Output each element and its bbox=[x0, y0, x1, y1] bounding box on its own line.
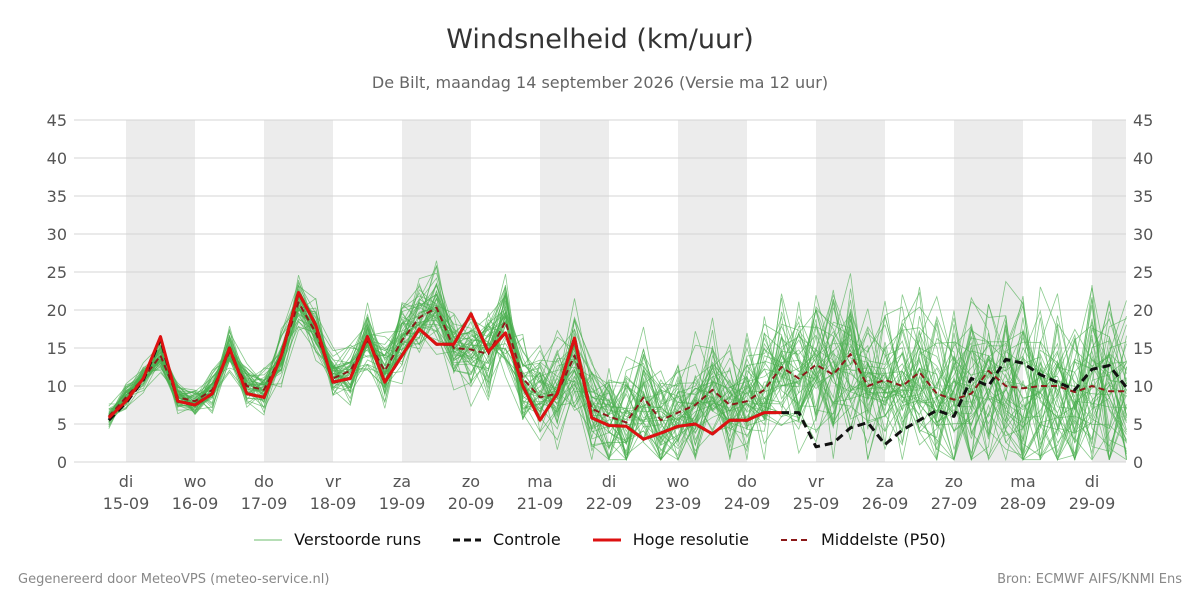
y-tick-label-right: 30 bbox=[1133, 225, 1153, 244]
legend-label-perturbed-runs: Verstoorde runs bbox=[294, 530, 422, 549]
x-tick-day: wo bbox=[667, 472, 690, 491]
y-tick-label-left: 40 bbox=[47, 149, 67, 168]
x-tick-day: vr bbox=[808, 472, 824, 491]
x-tick-date: 17-09 bbox=[241, 494, 288, 513]
chart-title: Windsnelheid (km/uur) bbox=[446, 24, 754, 55]
x-tick-date: 24-09 bbox=[724, 494, 771, 513]
x-tick-day: zo bbox=[462, 472, 480, 491]
legend-item-high-resolution[interactable]: Hoge resolutie bbox=[592, 530, 749, 549]
legend-label-control: Controle bbox=[493, 530, 561, 549]
x-tick-day: ma bbox=[1010, 472, 1035, 491]
x-tick-date: 29-09 bbox=[1069, 494, 1116, 513]
x-tick-day: wo bbox=[184, 472, 207, 491]
x-tick-day: do bbox=[737, 472, 757, 491]
y-tick-label-right: 25 bbox=[1133, 263, 1153, 282]
perturbed-run-line bbox=[108, 292, 1127, 461]
x-tick-date: 16-09 bbox=[172, 494, 219, 513]
x-tick-day: zo bbox=[945, 472, 963, 491]
wind-speed-chart: 0 0 5 5 10 10 15 15 20 20 25 25 30 30 35 35 40 40 45 45 di 15… bbox=[47, 111, 1154, 513]
y-tick-label-left: 0 bbox=[57, 453, 67, 472]
perturbed-run-line bbox=[108, 293, 1127, 461]
legend-swatch-perturbed-runs bbox=[254, 539, 283, 540]
y-tick-label-right: 15 bbox=[1133, 339, 1153, 358]
legend-swatch-control bbox=[453, 538, 482, 541]
y-tick-label-left: 15 bbox=[47, 339, 67, 358]
y-tick-label-right: 0 bbox=[1133, 453, 1143, 472]
x-tick-date: 27-09 bbox=[931, 494, 978, 513]
x-tick-date: 20-09 bbox=[448, 494, 495, 513]
perturbed-run-line bbox=[108, 293, 1127, 460]
x-tick-date: 21-09 bbox=[517, 494, 564, 513]
legend-label-high-resolution: Hoge resolutie bbox=[632, 530, 749, 549]
legend-swatch-high-resolution bbox=[592, 538, 621, 541]
y-tick-label-left: 45 bbox=[47, 111, 67, 130]
y-tick-label-right: 10 bbox=[1133, 377, 1153, 396]
legend-item-control[interactable]: Controle bbox=[453, 530, 561, 549]
y-tick-label-left: 5 bbox=[57, 415, 67, 434]
x-tick-day: za bbox=[393, 472, 411, 491]
y-tick-label-right: 45 bbox=[1133, 111, 1153, 130]
x-tick-day: vr bbox=[325, 472, 341, 491]
y-tick-label-left: 10 bbox=[47, 377, 67, 396]
y-tick-label-right: 20 bbox=[1133, 301, 1153, 320]
legend-item-perturbed-runs[interactable]: Verstoorde runs bbox=[254, 530, 421, 549]
footer-generated-by: Gegenereerd door MeteoVPS (meteo-service… bbox=[18, 572, 330, 587]
perturbed-run-line bbox=[108, 295, 1127, 461]
legend-label-median: Middelste (P50) bbox=[820, 530, 946, 549]
y-tick-label-left: 30 bbox=[47, 225, 67, 244]
legend-item-median[interactable]: Middelste (P50) bbox=[780, 530, 946, 549]
perturbed-runs-group bbox=[108, 260, 1127, 462]
x-tick-day: za bbox=[876, 472, 894, 491]
y-tick-label-left: 35 bbox=[47, 187, 67, 206]
chart-legend: Verstoorde runs Controle Hoge resolutie … bbox=[0, 530, 1200, 549]
y-tick-label-right: 40 bbox=[1133, 149, 1153, 168]
y-tick-label-left: 20 bbox=[47, 301, 67, 320]
footer-source: Bron: ECMWF AIFS/KNMI Ens bbox=[997, 572, 1182, 587]
x-tick-date: 15-09 bbox=[103, 494, 150, 513]
perturbed-run-line bbox=[108, 296, 1127, 461]
x-tick-date: 26-09 bbox=[862, 494, 909, 513]
x-tick-date: 28-09 bbox=[1000, 494, 1047, 513]
legend-swatch-median bbox=[780, 538, 809, 541]
x-tick-date: 25-09 bbox=[793, 494, 840, 513]
y-tick-label-right: 5 bbox=[1133, 415, 1143, 434]
x-tick-date: 23-09 bbox=[655, 494, 702, 513]
x-tick-day: di bbox=[119, 472, 134, 491]
x-tick-day: do bbox=[254, 472, 274, 491]
chart-subtitle: De Bilt, maandag 14 september 2026 (Vers… bbox=[371, 73, 829, 92]
x-tick-date: 22-09 bbox=[586, 494, 633, 513]
y-tick-label-right: 35 bbox=[1133, 187, 1153, 206]
x-tick-date: 18-09 bbox=[310, 494, 357, 513]
x-tick-day: di bbox=[602, 472, 617, 491]
y-tick-label-left: 25 bbox=[47, 263, 67, 282]
x-tick-day: di bbox=[1085, 472, 1100, 491]
x-tick-day: ma bbox=[527, 472, 552, 491]
x-tick-date: 19-09 bbox=[379, 494, 426, 513]
high-resolution-line bbox=[107, 291, 782, 441]
